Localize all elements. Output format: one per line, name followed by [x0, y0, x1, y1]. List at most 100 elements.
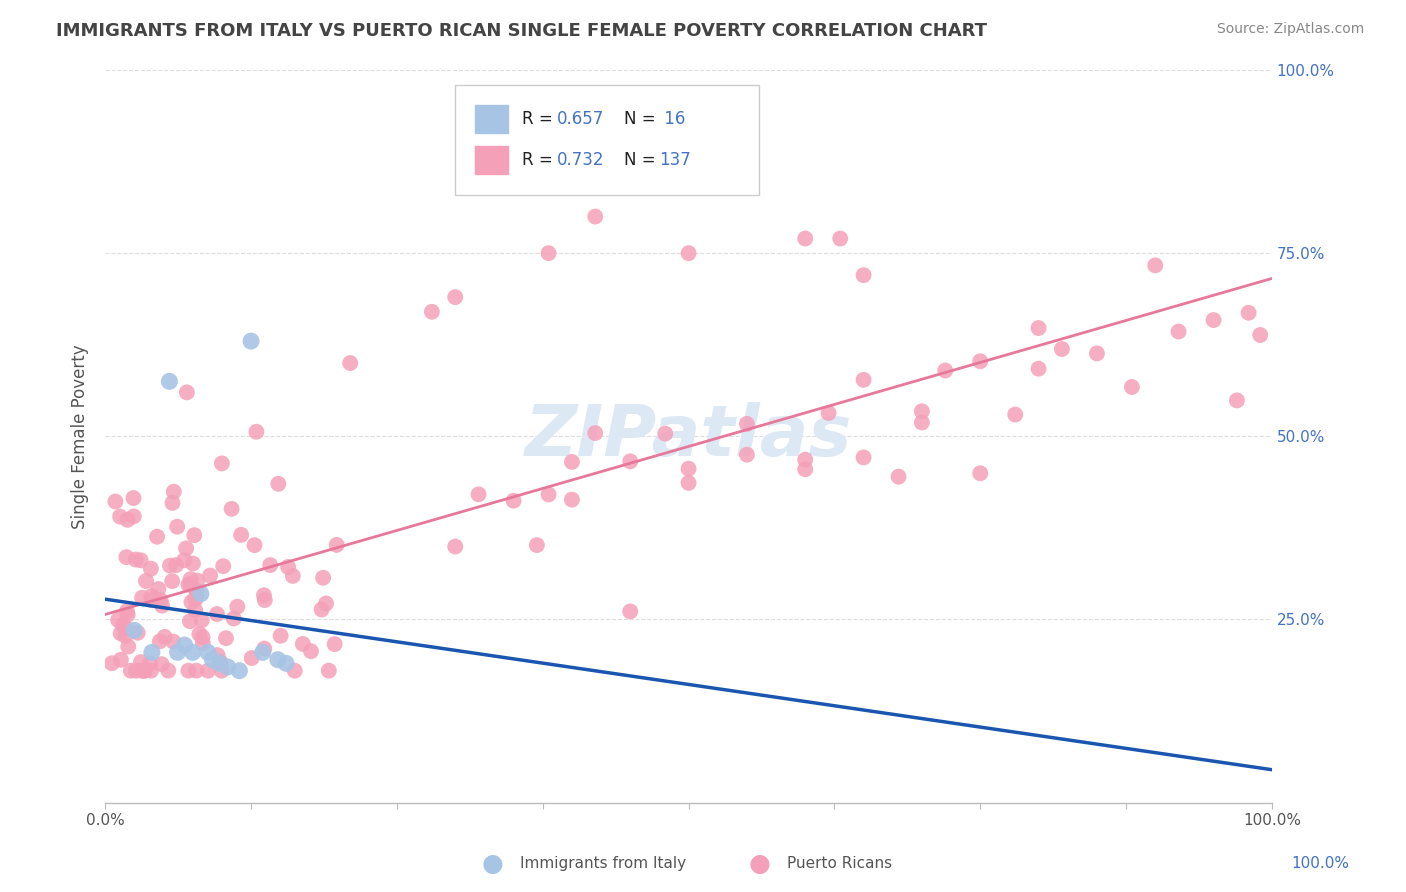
Point	[190, 587, 212, 601]
Point	[243, 538, 266, 552]
Point	[162, 496, 184, 510]
Point	[124, 624, 146, 638]
Point	[619, 604, 641, 618]
Point	[125, 552, 148, 566]
Point	[229, 528, 252, 542]
Point	[217, 660, 239, 674]
Point	[253, 593, 276, 607]
Point	[259, 558, 281, 572]
Text: N =: N =	[624, 110, 661, 128]
Point	[120, 664, 142, 678]
Point	[561, 492, 583, 507]
Point	[134, 664, 156, 678]
Point	[139, 664, 162, 678]
Point	[267, 476, 290, 491]
Text: 0.732: 0.732	[557, 151, 605, 169]
Bar	[475, 146, 508, 174]
Point	[678, 246, 700, 260]
Point	[166, 519, 188, 533]
Point	[179, 577, 201, 591]
Point	[131, 591, 153, 605]
Point	[537, 487, 560, 501]
Point	[141, 645, 163, 659]
Point	[212, 559, 235, 574]
Point	[179, 614, 201, 628]
Point	[794, 452, 817, 467]
Point	[132, 664, 155, 678]
Text: ●: ●	[748, 852, 770, 875]
Point	[129, 655, 152, 669]
Point	[135, 574, 157, 588]
Point	[117, 640, 139, 654]
Point	[1167, 325, 1189, 339]
Point	[222, 611, 245, 625]
Point	[852, 373, 875, 387]
Point	[101, 657, 124, 671]
Point	[467, 487, 489, 501]
Point	[830, 231, 852, 245]
Point	[852, 268, 875, 282]
Text: Source: ZipAtlas.com: Source: ZipAtlas.com	[1216, 22, 1364, 37]
Point	[117, 513, 139, 527]
Point	[887, 469, 910, 483]
Point	[1028, 321, 1050, 335]
Point	[184, 591, 207, 605]
Point	[1028, 361, 1050, 376]
Point	[270, 629, 292, 643]
Point	[110, 626, 132, 640]
Point	[267, 653, 290, 667]
Point	[619, 454, 641, 468]
Point	[188, 627, 211, 641]
Point	[1202, 313, 1225, 327]
Point	[184, 592, 207, 607]
Point	[226, 599, 249, 614]
Point	[817, 406, 839, 420]
Point	[678, 461, 700, 475]
Point	[117, 607, 139, 622]
Point	[111, 617, 134, 632]
Text: ZIPatlas: ZIPatlas	[524, 401, 852, 471]
Point	[115, 604, 138, 618]
Point	[1237, 306, 1260, 320]
Point	[312, 571, 335, 585]
Point	[107, 613, 129, 627]
Point	[146, 530, 169, 544]
Point	[186, 664, 208, 678]
Point	[211, 664, 233, 678]
Point	[148, 582, 170, 596]
Text: R =: R =	[522, 110, 558, 128]
Text: 137: 137	[659, 151, 692, 169]
Point	[205, 607, 228, 621]
Point	[240, 334, 263, 348]
Text: ●: ●	[481, 852, 503, 875]
Point	[794, 231, 817, 245]
Point	[141, 593, 163, 607]
FancyBboxPatch shape	[456, 85, 759, 194]
Text: R =: R =	[522, 151, 558, 169]
Point	[129, 553, 152, 567]
Text: 16: 16	[659, 110, 686, 128]
Point	[207, 648, 229, 662]
Point	[150, 657, 173, 672]
Point	[166, 645, 188, 659]
Point	[209, 655, 232, 669]
Point	[184, 603, 207, 617]
Point	[281, 569, 304, 583]
Point	[654, 426, 676, 441]
Point	[180, 572, 202, 586]
Point	[177, 577, 200, 591]
Point	[1144, 259, 1167, 273]
Point	[115, 550, 138, 565]
Point	[291, 637, 314, 651]
Point	[180, 595, 202, 609]
Point	[191, 630, 214, 644]
Point	[325, 538, 347, 552]
Text: 0.657: 0.657	[557, 110, 605, 128]
Point	[149, 593, 172, 607]
Point	[157, 375, 180, 389]
Point	[735, 151, 758, 165]
Point	[794, 462, 817, 476]
Point	[108, 509, 131, 524]
Point	[934, 363, 956, 377]
Point	[502, 493, 524, 508]
